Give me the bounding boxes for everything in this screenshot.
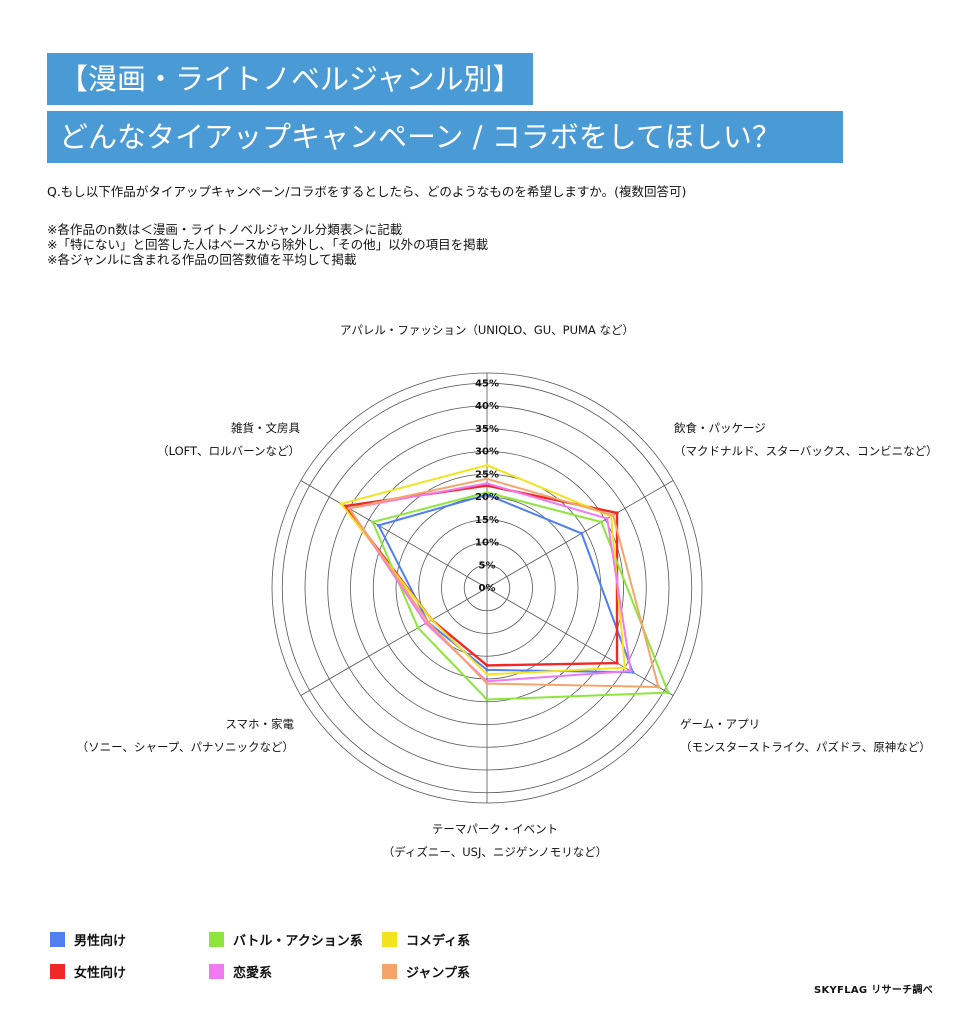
series-point <box>605 517 609 521</box>
series-point <box>615 661 619 665</box>
legend-item: バトル・アクション系 <box>209 930 363 949</box>
tick-label: 15% <box>475 515 499 526</box>
legend-label: 女性向け <box>74 966 127 981</box>
question-text: Q.もし以下作品がタイアップキャンペーン/コラボをするとしたら、どのようなものを… <box>47 184 687 199</box>
axis-sublabel: （ディズニー、USJ、ニジゲンノモリなど） <box>383 845 608 859</box>
tick-label: 25% <box>475 469 499 480</box>
series-point <box>485 463 489 467</box>
axis-labels: アパレル・ファッション（UNIQLO、GU、PUMA など） 飲食・パッケージ （マ… <box>77 323 938 859</box>
legend-item: 女性向け <box>50 962 126 981</box>
title-banner-line2: どんなタイアップキャンペーン / コラボをしてほしい？ <box>47 111 843 163</box>
legend-item: 恋愛系 <box>209 962 272 981</box>
note-average: ※各ジャンルに含まれる作品の回答数値を平均して掲載 <box>47 252 357 267</box>
tick-label: 0% <box>479 583 496 594</box>
title-line2: どんなタイアップキャンペーン / コラボをしてほしい？ <box>59 119 781 154</box>
series-point <box>666 691 670 695</box>
axis-label: スマホ・家電 <box>225 717 294 731</box>
series-point <box>485 697 489 702</box>
series-point <box>485 672 489 677</box>
legend-swatch <box>50 932 65 947</box>
radar-chart: 0% 5% 10% 15% 20% 25% 30% 35% 40% 45% アパレル・ファッション… <box>77 323 938 859</box>
series-point <box>485 681 489 686</box>
tick-label: 30% <box>475 447 499 458</box>
axis-spoke <box>300 587 488 696</box>
legend-swatch <box>50 964 65 979</box>
axis-label: 飲食・パッケージ <box>674 421 766 435</box>
axis-label: 雑貨・文房具 <box>231 421 300 435</box>
axis-sublabel: （LOFT、ロルバーンなど） <box>157 444 300 458</box>
series-point <box>629 669 633 673</box>
axis-spoke <box>486 587 674 696</box>
series-point <box>579 531 584 535</box>
series-point <box>485 668 489 672</box>
axis-label: ゲーム・アプリ <box>680 717 760 731</box>
series-point <box>485 490 489 495</box>
tick-label: 20% <box>475 492 499 503</box>
series-point <box>416 626 420 630</box>
title-line1: 【漫画・ライトノベルジャンル別】 <box>59 61 522 96</box>
series-point <box>485 493 489 497</box>
radar-grid <box>271 372 703 804</box>
note-sample-size: ※各作品のn数は＜漫画・ライトノベルジャンル分類表＞に記載 <box>47 222 403 237</box>
series-point <box>485 477 489 481</box>
series-point <box>615 511 619 515</box>
series-point <box>485 484 489 488</box>
tick-label: 10% <box>475 538 499 549</box>
radial-tick-labels: 0% 5% 10% 15% 20% 25% 30% 35% 40% 45% <box>475 378 499 594</box>
axis-sublabel: （ソニー、シャープ、パナソニックなど） <box>77 740 294 754</box>
series-point <box>347 506 351 510</box>
series-point <box>485 481 489 485</box>
legend-label: コメディ系 <box>406 934 471 949</box>
note-exclusion: ※「特にない」と回答した人はベースから除外し、「その他」以外の項目を掲載 <box>47 237 489 252</box>
legend-label: ジャンプ系 <box>406 966 470 981</box>
source-credit: SKYFLAG リサーチ調べ <box>813 985 933 996</box>
series-point <box>339 502 343 506</box>
series-point <box>623 666 627 670</box>
series-line-2 <box>343 484 619 667</box>
axis-label: テーマパーク・イベント <box>432 822 558 836</box>
series-point <box>611 513 615 517</box>
legend-item: コメディ系 <box>382 930 470 949</box>
legend-swatch <box>209 932 224 947</box>
tick-label: 40% <box>475 401 499 412</box>
legend-swatch <box>382 964 397 979</box>
legend-swatch <box>382 932 397 947</box>
legend-swatch <box>209 964 224 979</box>
legend-label: 恋愛系 <box>233 966 273 981</box>
series-point <box>377 523 381 528</box>
legend-item: ジャンプ系 <box>382 962 470 981</box>
series-point <box>656 685 661 689</box>
legend-label: 男性向け <box>74 934 127 949</box>
axis-label: アパレル・ファッション（UNIQLO、GU、PUMA など） <box>340 323 634 337</box>
title-banner-line1: 【漫画・ライトノベルジャンル別】 <box>47 53 533 105</box>
legend-label: バトル・アクション系 <box>233 934 363 949</box>
series-point <box>599 520 603 524</box>
axis-sublabel: （モンスターストライク、パズドラ、原神など） <box>680 740 931 754</box>
tick-label: 45% <box>475 378 499 389</box>
axis-sublabel: （マクドナルド、スターバックス、コンビニなど） <box>674 444 938 458</box>
tick-label: 5% <box>479 560 496 571</box>
axis-spoke <box>486 480 674 589</box>
series-point <box>426 620 430 624</box>
radar-series-group <box>339 463 670 702</box>
series-point <box>485 663 489 667</box>
series-point <box>371 520 375 524</box>
series-point <box>430 618 434 622</box>
axis-spoke <box>300 480 488 589</box>
legend-item: 男性向け <box>50 930 126 949</box>
tick-label: 35% <box>475 424 499 435</box>
